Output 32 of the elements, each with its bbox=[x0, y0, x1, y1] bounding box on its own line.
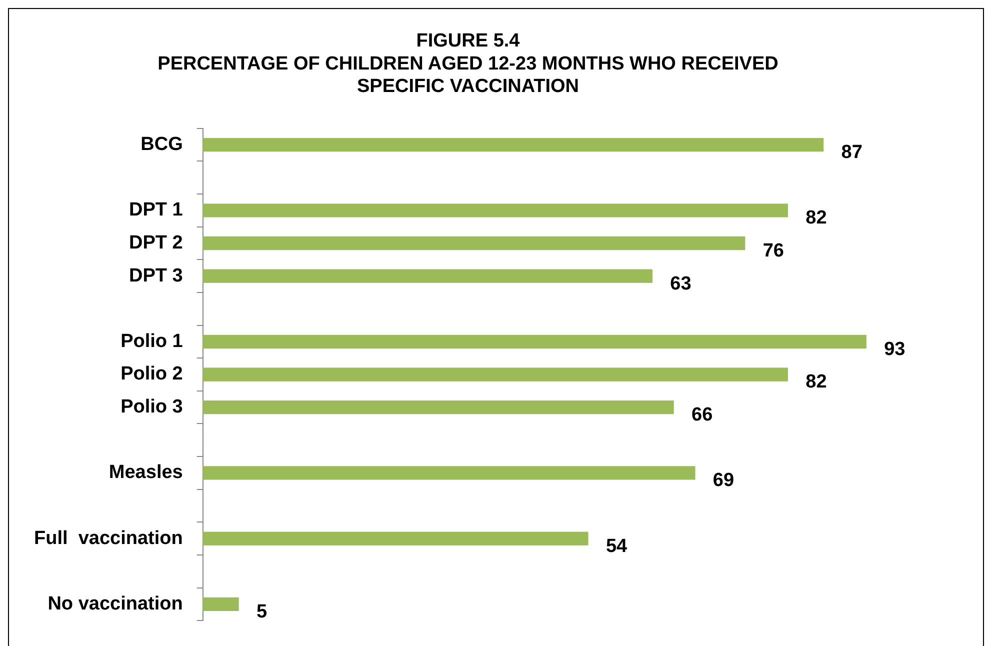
y-tick-label: BCG bbox=[140, 134, 183, 156]
y-tick-label: DPT 3 bbox=[129, 265, 183, 286]
bar bbox=[202, 466, 696, 480]
data-label: 5 bbox=[256, 601, 268, 622]
chart-title: FIGURE 5.4 bbox=[416, 30, 520, 52]
y-tick-label: Polio 1 bbox=[120, 330, 184, 352]
y-tick-label: Polio 2 bbox=[120, 364, 183, 385]
bar bbox=[202, 368, 788, 382]
bar bbox=[202, 204, 788, 218]
y-tick-label: DPT 1 bbox=[129, 200, 184, 221]
data-label: 87 bbox=[841, 142, 862, 164]
data-label: 82 bbox=[806, 208, 827, 229]
data-label: 63 bbox=[670, 273, 692, 294]
y-tick-label: Measles bbox=[108, 462, 183, 484]
y-tick-label: Polio 3 bbox=[120, 396, 183, 418]
y-tick-label: No vaccination bbox=[48, 593, 183, 614]
bar bbox=[202, 597, 239, 612]
data-label: 69 bbox=[712, 470, 734, 492]
data-label: 66 bbox=[692, 404, 713, 426]
bar bbox=[202, 236, 746, 250]
bar bbox=[202, 400, 674, 414]
bar bbox=[202, 138, 824, 152]
bar bbox=[202, 269, 652, 283]
data-label: 93 bbox=[884, 338, 906, 360]
data-label: 76 bbox=[762, 240, 784, 262]
data-label: 54 bbox=[606, 536, 628, 557]
y-tick-label: DPT 2 bbox=[129, 232, 183, 254]
data-label: 82 bbox=[806, 372, 827, 393]
bar bbox=[202, 334, 866, 349]
bar bbox=[202, 532, 588, 546]
chart-subtitle: PERCENTAGE OF CHILDREN AGED 12-23 MONTHS WHO RECEIVED SPECIFIC VACCINATION bbox=[158, 53, 778, 98]
y-tick-label: Full vaccination bbox=[34, 528, 183, 549]
